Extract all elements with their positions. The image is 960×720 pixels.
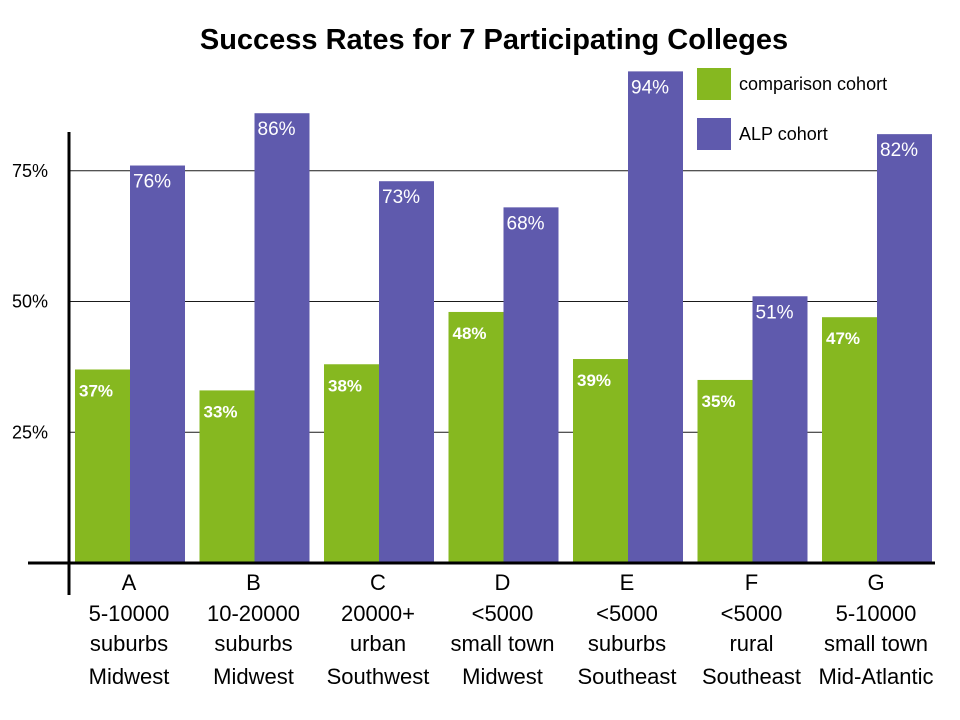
data-label-comparison: 39%	[577, 371, 611, 390]
legend-swatch	[697, 118, 731, 150]
category-setting-label: small town	[451, 631, 555, 656]
chart-title: Success Rates for 7 Participating Colleg…	[200, 24, 788, 56]
bar-alp-e	[628, 71, 683, 563]
category-size-label: <5000	[596, 601, 658, 626]
category-size-label: 5-10000	[89, 601, 170, 626]
bar-alp-d	[503, 207, 559, 564]
bar-comparison-b	[199, 390, 255, 563]
category-letter-label: G	[867, 570, 884, 595]
category-setting-label: suburbs	[588, 631, 666, 656]
legend-label: comparison cohort	[739, 74, 887, 94]
bar-comparison-a	[75, 369, 130, 563]
data-label-comparison: 35%	[702, 392, 736, 411]
data-label-comparison: 38%	[328, 376, 362, 395]
bar-comparison-c	[324, 364, 379, 563]
data-label-alp: 76%	[133, 172, 171, 193]
category-setting-label: suburbs	[214, 631, 292, 656]
category-region-label: Southeast	[577, 664, 676, 689]
data-label-alp: 94%	[631, 77, 669, 98]
category-letter-label: D	[495, 570, 511, 595]
y-tick-label: 25%	[12, 422, 48, 442]
data-label-alp: 73%	[382, 187, 420, 208]
category-size-label: <5000	[472, 601, 534, 626]
data-label-comparison: 33%	[204, 402, 238, 421]
category-setting-label: urban	[350, 631, 406, 656]
y-tick-labels: 25% 50% 75%	[12, 161, 48, 443]
category-letter-label: A	[122, 570, 137, 595]
data-label-alp: 51%	[756, 302, 794, 323]
category-letter-label: E	[620, 570, 635, 595]
data-label-comparison: 47%	[826, 329, 860, 348]
category-setting-label: small town	[824, 631, 928, 656]
category-region-label: Southeast	[702, 664, 801, 689]
category-region-label: Midwest	[89, 664, 170, 689]
legend-swatch	[697, 68, 731, 100]
category-region-label: Mid-Atlantic	[819, 664, 934, 689]
category-size-label: 10-20000	[207, 601, 300, 626]
category-labels: A 5-10000 suburbs Midwest B 10-20000 suburbs Mi…	[89, 570, 934, 689]
data-label-alp: 68%	[507, 213, 545, 234]
category-letter-label: B	[246, 570, 261, 595]
bar-alp-f	[752, 296, 808, 563]
data-label-alp: 86%	[258, 119, 296, 140]
y-tick-label: 50%	[12, 292, 48, 312]
category-region-label: Midwest	[462, 664, 543, 689]
data-label-alp: 82%	[880, 140, 918, 161]
bar-comparison-f	[697, 379, 753, 563]
bar-alp-g	[877, 134, 932, 563]
bar-alp-c	[379, 181, 434, 563]
category-size-label: <5000	[721, 601, 783, 626]
category-region-label: Southwest	[327, 664, 430, 689]
category-letter-label: C	[370, 570, 386, 595]
bars: 37% 76% 33% 86% 38% 73% 48% 68% 39% 94% 35% 51% 47% 8…	[75, 71, 932, 564]
category-region-label: Midwest	[213, 664, 294, 689]
category-setting-label: rural	[729, 631, 773, 656]
legend-label: ALP cohort	[739, 124, 828, 144]
bar-comparison-g	[822, 317, 877, 563]
axes	[28, 132, 935, 595]
category-size-label: 5-10000	[836, 601, 917, 626]
bar-alp-a	[130, 165, 185, 563]
bar-alp-b	[254, 113, 310, 563]
legend: comparison cohort ALP cohort	[697, 68, 887, 150]
y-tick-label: 75%	[12, 161, 48, 181]
category-setting-label: suburbs	[90, 631, 168, 656]
bar-comparison-d	[448, 311, 504, 563]
category-letter-label: F	[745, 570, 758, 595]
data-label-comparison: 48%	[453, 324, 487, 343]
data-label-comparison: 37%	[79, 381, 113, 400]
category-size-label: 20000+	[341, 601, 415, 626]
bar-comparison-e	[573, 359, 628, 563]
